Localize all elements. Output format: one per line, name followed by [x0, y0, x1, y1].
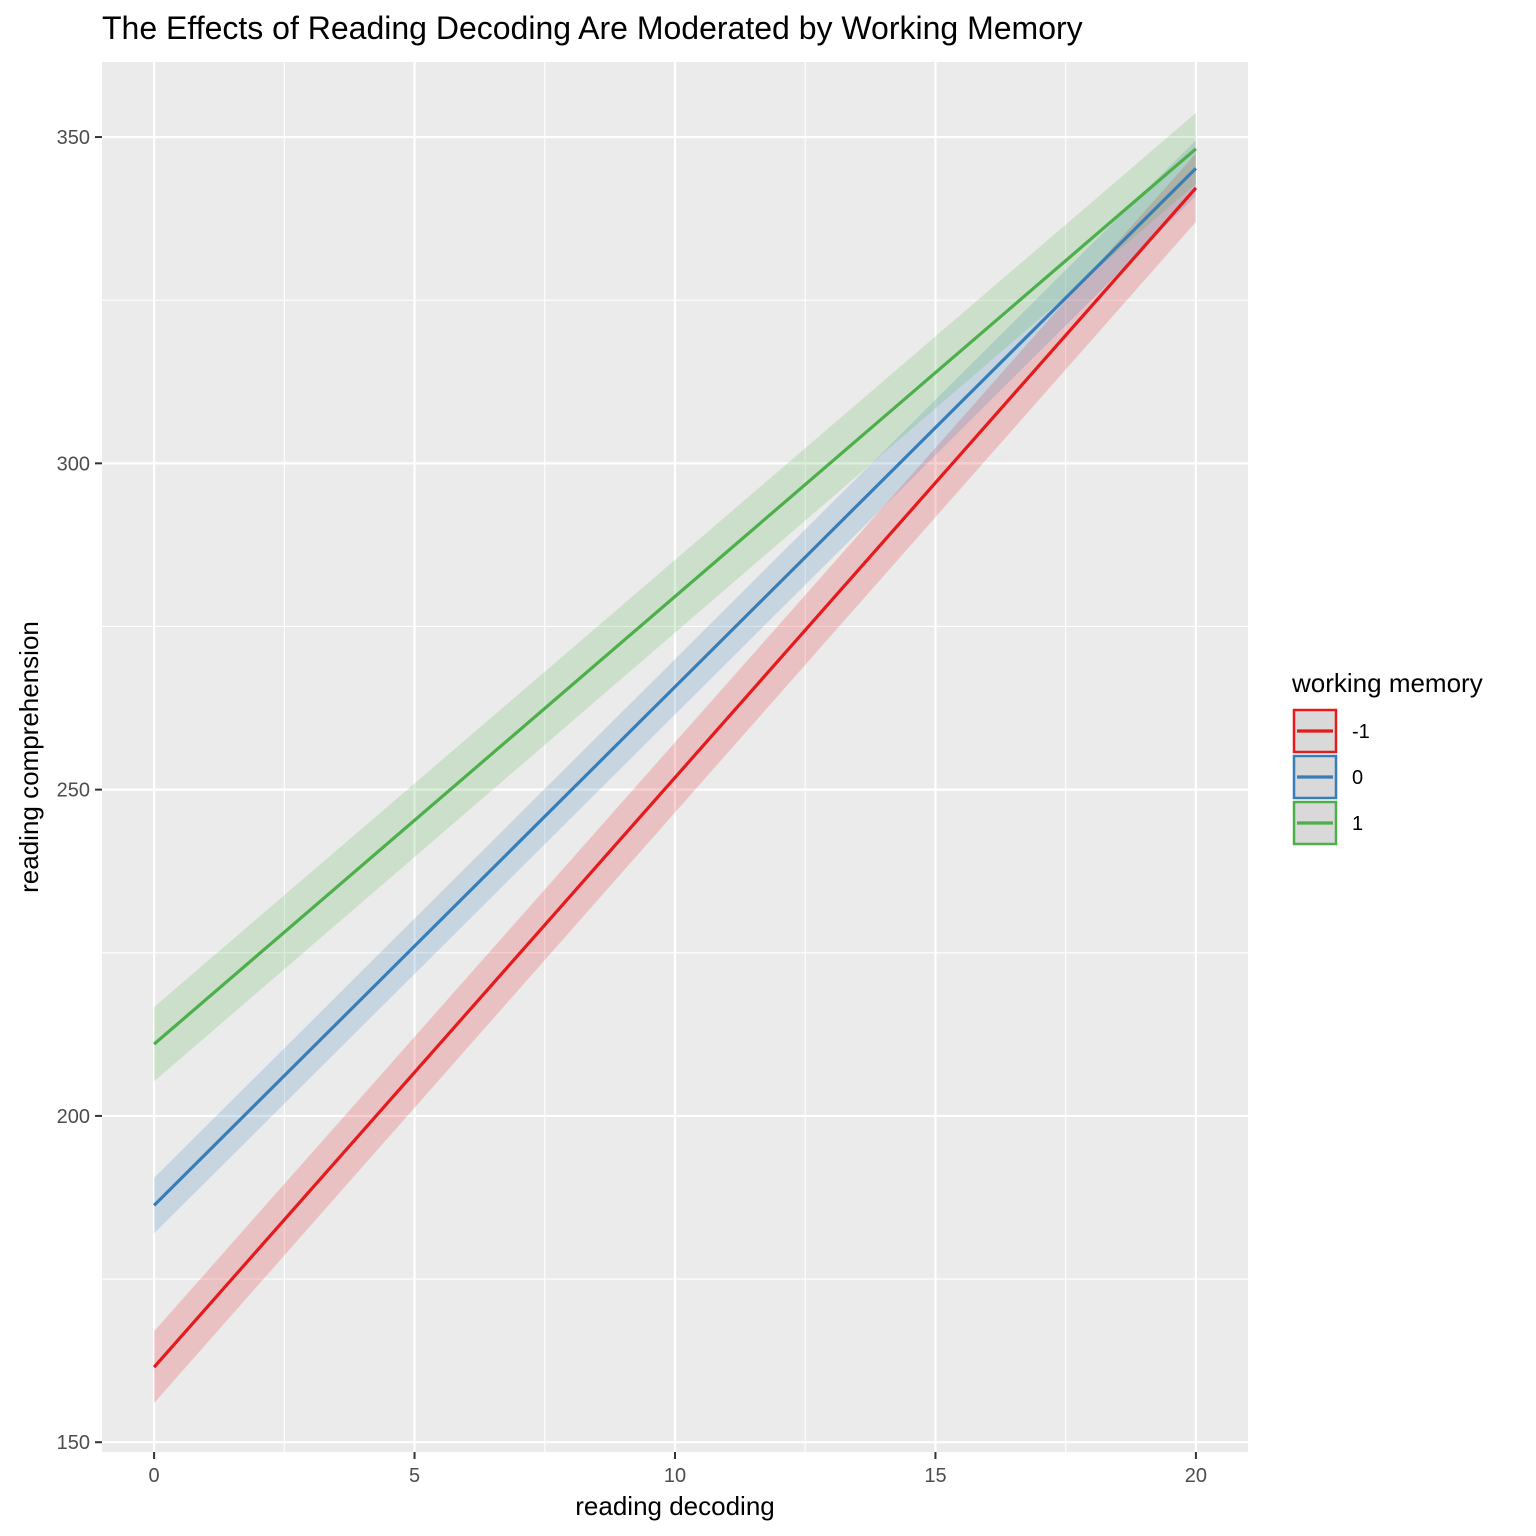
x-axis-title: reading decoding — [575, 1491, 775, 1521]
axes: 0 5 10 15 20 150 200 250 300 350 — [57, 127, 1207, 1487]
y-tick-label: 350 — [57, 127, 90, 149]
y-tick-label: 150 — [57, 1432, 90, 1454]
legend-label--1: -1 — [1352, 721, 1370, 743]
legend-label-1: 1 — [1352, 813, 1363, 835]
legend-item-1: 1 — [1292, 800, 1363, 846]
x-tick-label: 10 — [664, 1465, 686, 1487]
legend: working memory -1 0 1 — [1291, 668, 1483, 846]
y-tick-label: 250 — [57, 780, 90, 802]
x-tick-label: 5 — [409, 1465, 420, 1487]
legend-item-0: 0 — [1292, 754, 1363, 800]
y-tick-label: 200 — [57, 1106, 90, 1128]
legend-item--1: -1 — [1292, 708, 1370, 754]
legend-label-0: 0 — [1352, 767, 1363, 789]
legend-title: working memory — [1291, 668, 1483, 698]
x-tick-label: 20 — [1185, 1465, 1207, 1487]
series-line--1 — [152, 186, 1198, 1369]
chart-title: The Effects of Reading Decoding Are Mode… — [102, 10, 1083, 46]
y-tick-label: 300 — [57, 453, 90, 475]
series-line-0 — [152, 167, 1198, 1207]
x-tick-label: 15 — [924, 1465, 946, 1487]
grid-lines — [102, 62, 1248, 1452]
series-lines — [152, 147, 1198, 1369]
y-axis-title: reading comprehension — [14, 621, 44, 893]
x-tick-label: 0 — [149, 1465, 160, 1487]
legend-items: -1 0 1 — [1292, 708, 1370, 846]
series-line-1 — [153, 147, 1197, 1046]
